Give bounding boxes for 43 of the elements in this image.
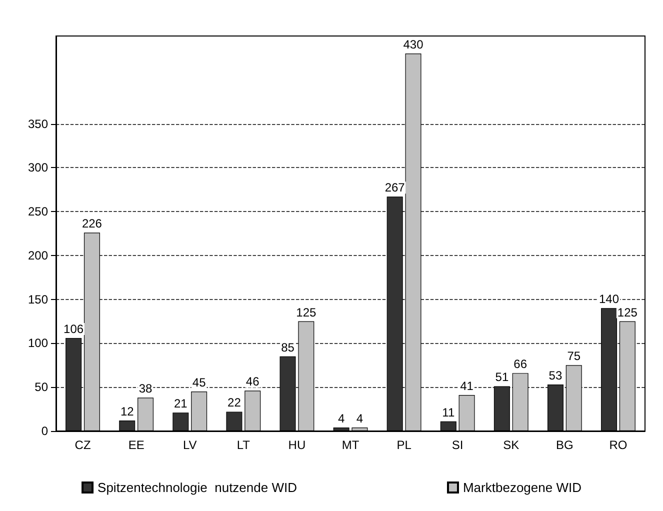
- data-label: 430: [403, 38, 424, 52]
- data-label: 11: [442, 405, 455, 420]
- y-tick-label: 300: [28, 160, 48, 175]
- data-label: 51: [495, 370, 509, 384]
- data-label: 125: [617, 305, 638, 320]
- data-label: 46: [246, 374, 260, 389]
- x-tick-label: BG: [556, 438, 574, 452]
- y-tick-label: 0: [41, 424, 48, 438]
- data-label: 226: [82, 216, 102, 231]
- data-label: 45: [192, 376, 206, 390]
- data-label: 4: [356, 411, 364, 426]
- data-label: 85: [281, 340, 295, 354]
- x-tick-label: MT: [342, 438, 360, 452]
- x-tick-label: LT: [236, 438, 251, 452]
- x-tick-label: RO: [609, 438, 628, 452]
- legend-label: Spitzentechnologie nutzende WID: [98, 480, 297, 495]
- data-label: 38: [138, 382, 153, 396]
- x-tick-label: EE: [128, 438, 144, 452]
- y-tick-label: 150: [28, 292, 48, 306]
- y-tick-label: 200: [28, 248, 48, 262]
- data-label: 53: [548, 368, 562, 382]
- data-label: 4: [338, 411, 345, 426]
- data-label: 106: [64, 322, 84, 336]
- y-tick-label: 350: [28, 116, 48, 131]
- x-tick-label: CZ: [74, 438, 91, 452]
- data-label: 22: [228, 396, 242, 410]
- legend-label: Marktbezogene WID: [462, 480, 582, 495]
- data-label: 140: [599, 292, 620, 306]
- y-tick-label: 100: [28, 336, 48, 350]
- x-tick-label: LV: [182, 438, 197, 452]
- y-tick-label: 50: [34, 380, 48, 394]
- data-label: 41: [460, 379, 474, 394]
- y-tick-label: 250: [28, 204, 48, 219]
- x-tick-label: PL: [396, 438, 412, 452]
- data-label: 267: [384, 180, 406, 195]
- x-tick-label: HU: [288, 438, 306, 452]
- data-label: 12: [120, 404, 134, 418]
- data-label: 75: [567, 349, 581, 364]
- data-label: 66: [514, 357, 528, 372]
- x-tick-label: SK: [503, 438, 520, 452]
- data-label: 125: [296, 305, 316, 320]
- data-label: 21: [174, 396, 188, 411]
- x-tick-label: SI: [452, 438, 464, 452]
